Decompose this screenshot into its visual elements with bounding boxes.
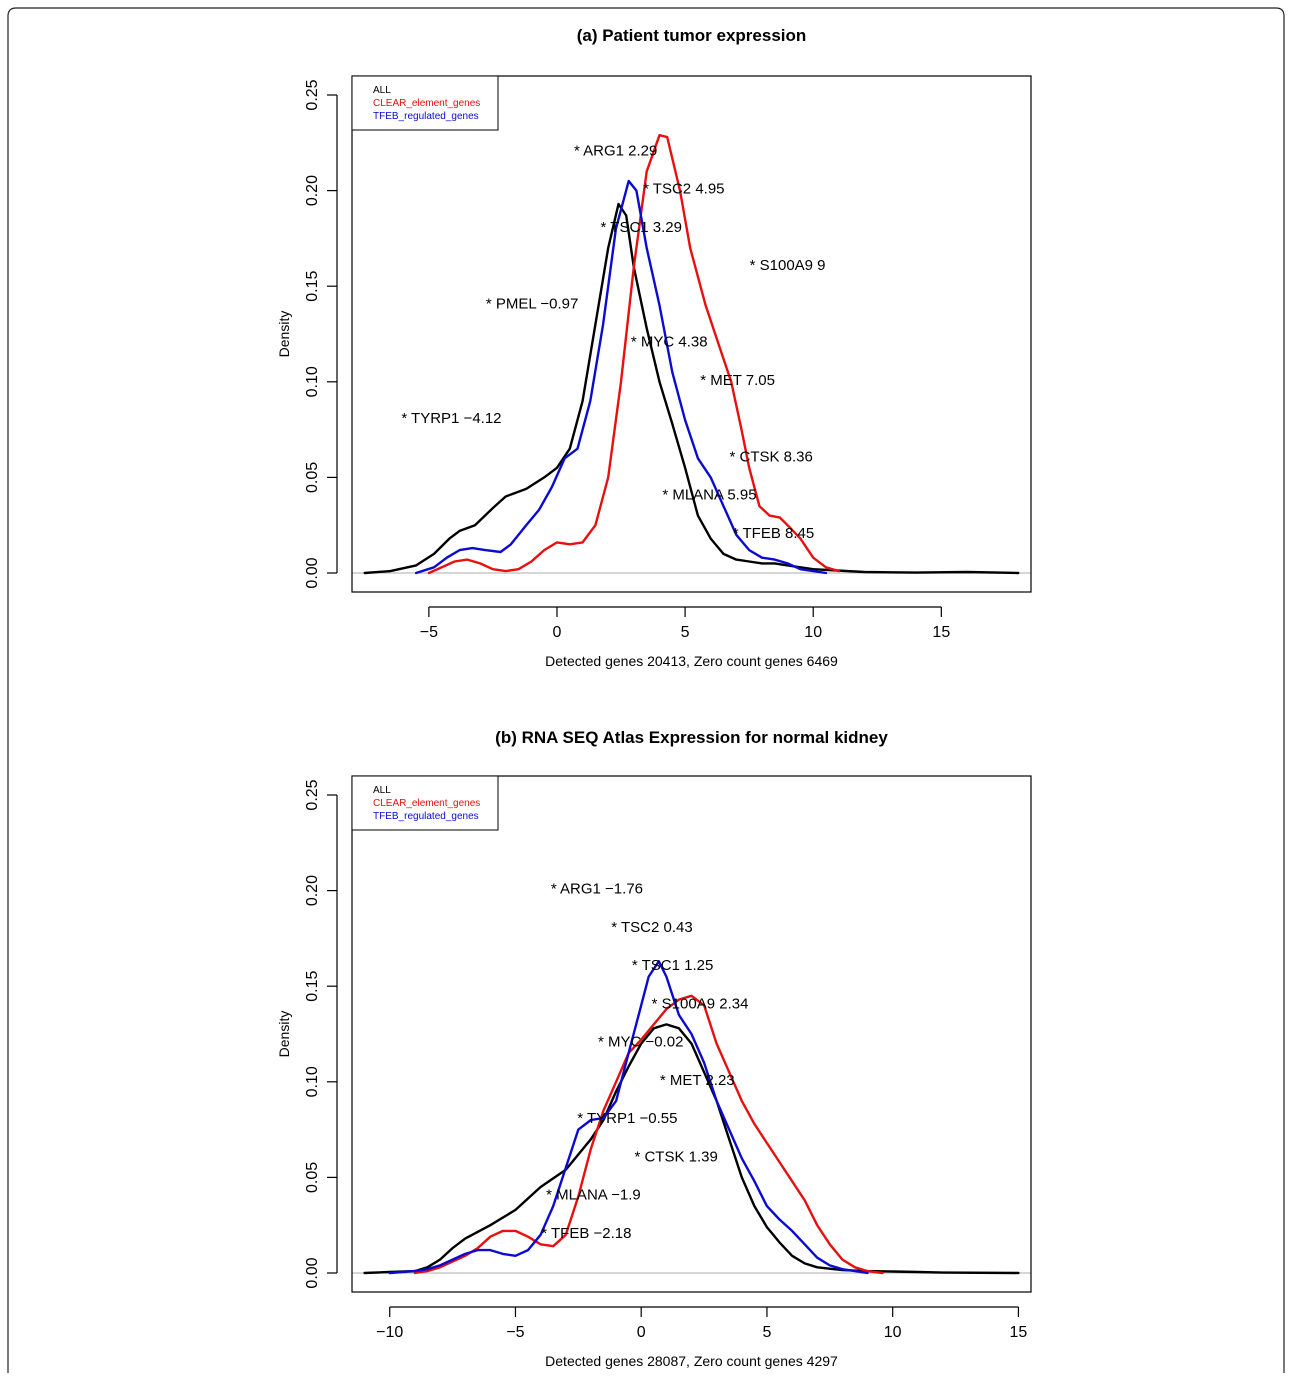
x-tick-label: 5 <box>681 624 690 641</box>
gene-annotation: * TYRP1 −4.12 <box>401 410 501 427</box>
chart-title: (b) RNA SEQ Atlas Expression for normal … <box>495 728 888 747</box>
gene-annotation: * TSC2 0.43 <box>611 919 692 936</box>
series-line-tfeb-regulated-genes <box>414 179 828 575</box>
y-tick-label: 0.10 <box>304 366 321 397</box>
y-axis-label: Density <box>276 1011 292 1058</box>
gene-annotation: * MET 2.23 <box>660 1072 735 1089</box>
gene-annotation: * MLANA −1.9 <box>546 1187 641 1204</box>
gene-annotation: * TFEB −2.18 <box>541 1225 631 1242</box>
gene-annotation: * MYC 4.38 <box>631 334 708 351</box>
legend: ALL CLEAR_element_genes TFEB_regulated_gen… <box>351 775 499 831</box>
legend-box <box>351 75 499 131</box>
chart-title: (a) Patient tumor expression <box>577 26 807 45</box>
y-tick-label: 0.00 <box>304 1257 321 1288</box>
gene-annotation: * TSC2 4.95 <box>643 181 724 198</box>
gene-annotation: * MYC −0.02 <box>598 1034 683 1051</box>
gene-annotation: * S100A9 9 <box>750 257 826 274</box>
gene-annotation: * CTSK 1.39 <box>634 1148 717 1165</box>
series-line-clear-element-genes <box>413 994 884 1275</box>
y-tick-label: 0.15 <box>304 271 321 302</box>
legend-entry: CLEAR_element_genes <box>373 98 480 109</box>
gene-annotation: * TSC1 3.29 <box>601 219 682 236</box>
plot-area-border <box>351 775 1032 1293</box>
gene-annotation: * S100A9 2.34 <box>652 995 749 1012</box>
gene-annotation: * CTSK 8.36 <box>729 448 812 465</box>
gene-annotation: * TFEB 8.45 <box>733 525 814 542</box>
y-axis: 0.00 0.05 0.10 0.15 0.20 0.25 <box>304 79 338 589</box>
x-tick-label: 10 <box>804 624 822 641</box>
y-tick-label: 0.15 <box>304 971 321 1002</box>
legend-box <box>351 775 499 831</box>
y-axis-label: Density <box>276 311 292 358</box>
x-tick-label: 5 <box>762 1324 771 1341</box>
y-axis: 0.00 0.05 0.10 0.15 0.20 0.25 <box>304 779 338 1289</box>
gene-annotation: * MLANA 5.95 <box>662 487 756 504</box>
series-line-all <box>363 202 1020 575</box>
x-tick-label: 0 <box>553 624 562 641</box>
gene-annotation: * TYRP1 −0.55 <box>577 1110 677 1127</box>
x-axis: −5 0 5 10 15 <box>420 606 950 641</box>
y-tick-label: 0.25 <box>304 79 321 110</box>
series-line-tfeb-regulated-genes <box>388 960 869 1275</box>
x-tick-label: 10 <box>884 1324 902 1341</box>
legend-entry: ALL <box>373 785 391 796</box>
x-axis-label: Detected genes 20413, Zero count genes 6… <box>545 653 838 669</box>
x-tick-label: 0 <box>637 1324 646 1341</box>
x-tick-label: −5 <box>506 1324 524 1341</box>
panel-b: (b) RNA SEQ Atlas Expression for normal … <box>276 728 1032 1369</box>
gene-annotation: * ARG1 2.29 <box>574 142 657 159</box>
legend-entry: ALL <box>373 85 391 96</box>
gene-annotation: * PMEL −0.97 <box>486 295 578 312</box>
x-axis: −10 −5 0 5 10 15 <box>376 1306 1028 1341</box>
gene-annotation: * ARG1 −1.76 <box>551 881 643 898</box>
legend: ALL CLEAR_element_genes TFEB_regulated_gen… <box>351 75 499 131</box>
y-tick-label: 0.10 <box>304 1066 321 1097</box>
y-tick-label: 0.20 <box>304 175 321 206</box>
x-tick-label: −5 <box>420 624 438 641</box>
gene-annotation: * TSC1 1.25 <box>632 957 713 974</box>
series-line-clear-element-genes <box>427 134 840 575</box>
plot-area-border <box>351 75 1032 593</box>
x-tick-label: 15 <box>1010 1324 1028 1341</box>
panel-a: (a) Patient tumor expression −5 0 5 10 15 Dete… <box>276 26 1032 669</box>
y-tick-label: 0.05 <box>304 1162 321 1193</box>
legend-entry: TFEB_regulated_genes <box>373 811 479 822</box>
legend-entry: TFEB_regulated_genes <box>373 111 479 122</box>
x-tick-label: 15 <box>932 624 950 641</box>
y-tick-label: 0.25 <box>304 779 321 810</box>
legend-entry: CLEAR_element_genes <box>373 798 480 809</box>
figure-border <box>7 7 1285 1373</box>
x-axis-label: Detected genes 28087, Zero count genes 4… <box>545 1353 838 1369</box>
series-line-all <box>363 1023 1020 1275</box>
x-tick-label: −10 <box>376 1324 403 1341</box>
y-tick-label: 0.00 <box>304 557 321 588</box>
gene-annotation: * MET 7.05 <box>700 372 775 389</box>
y-tick-label: 0.20 <box>304 875 321 906</box>
y-tick-label: 0.05 <box>304 462 321 493</box>
